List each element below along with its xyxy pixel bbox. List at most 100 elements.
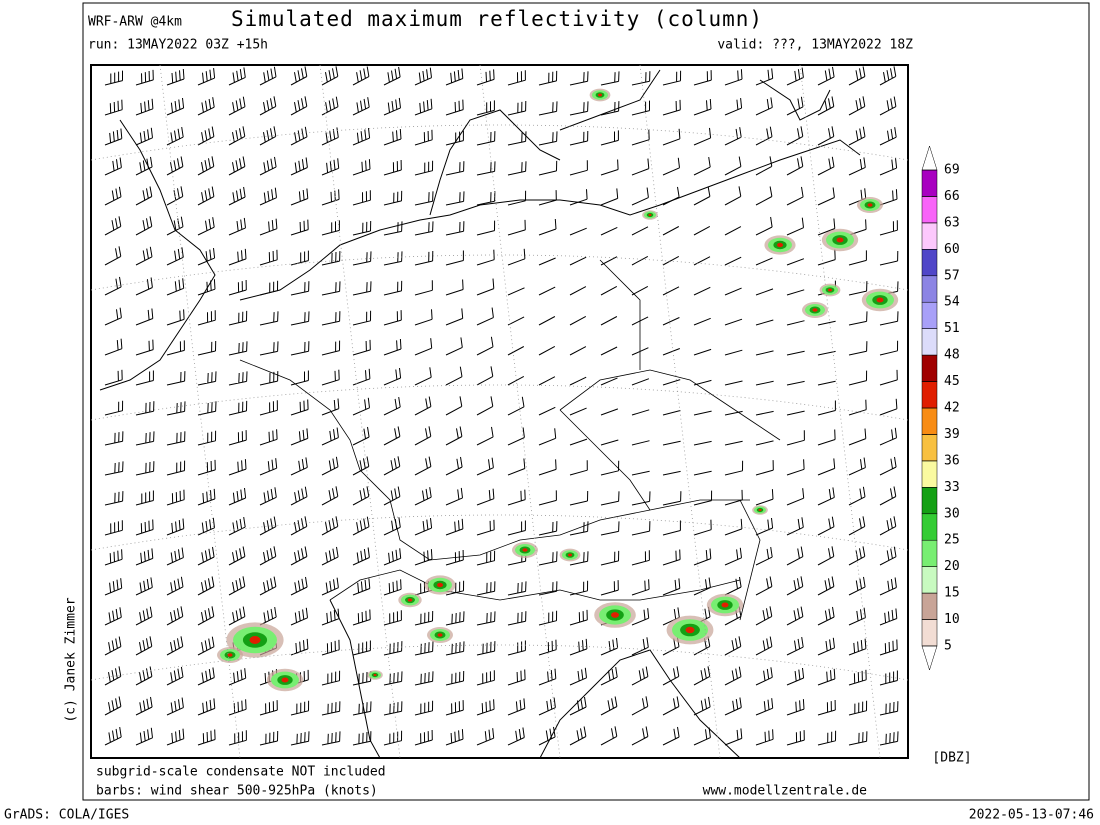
wind-barb <box>290 126 308 146</box>
wind-barb <box>166 68 185 86</box>
wind-barb <box>259 400 278 416</box>
wind-barb <box>166 697 184 716</box>
wind-barb <box>166 127 184 146</box>
wind-barb <box>476 488 495 506</box>
wind-barb <box>631 255 649 266</box>
wind-barb <box>786 320 805 326</box>
wind-barb <box>352 426 370 446</box>
wind-barb <box>755 350 774 356</box>
wind-barb <box>724 697 742 716</box>
wind-barb <box>445 161 465 176</box>
wind-barb <box>445 68 464 86</box>
wind-barb <box>600 71 620 86</box>
wind-barb <box>507 287 525 296</box>
wind-barb <box>786 126 804 146</box>
wind-barb <box>104 666 122 686</box>
wind-barb <box>817 487 835 506</box>
wind-barb <box>755 319 774 326</box>
wind-barb <box>104 369 123 386</box>
wind-barb <box>197 488 216 506</box>
wind-barb <box>321 427 339 446</box>
wind-barb <box>879 577 897 596</box>
wind-barb <box>352 128 371 146</box>
colorbar-swatch <box>921 169 938 197</box>
wind-barb <box>879 398 898 416</box>
wind-barb <box>662 317 680 326</box>
wind-barb <box>879 486 897 506</box>
wind-barb <box>414 610 434 626</box>
wind-barb <box>817 156 835 176</box>
wind-barb <box>104 431 124 446</box>
wind-barb <box>569 286 587 296</box>
wind-barb <box>538 190 557 206</box>
wind-barb <box>662 99 681 116</box>
wind-barb <box>631 470 650 476</box>
wind-barb <box>104 578 123 596</box>
wind-barb <box>476 278 495 296</box>
wind-barb <box>476 457 494 476</box>
colorbar-label: 15 <box>944 586 960 601</box>
wind-barb <box>135 216 153 236</box>
echo <box>867 203 873 207</box>
wind-barb <box>414 367 432 386</box>
wind-barb <box>352 397 370 416</box>
wind-barb <box>104 216 122 236</box>
colorbar-swatch <box>921 619 938 647</box>
wind-barb <box>445 700 464 716</box>
wind-barb <box>197 217 215 236</box>
wind-barb <box>507 698 526 716</box>
wind-barb <box>724 518 743 536</box>
coastlines <box>99 69 861 759</box>
wind-barb <box>879 66 897 86</box>
wind-barb <box>569 609 588 626</box>
wind-barb <box>724 186 742 206</box>
wind-barb <box>507 70 526 86</box>
wind-barb <box>662 255 680 266</box>
wind-barb <box>135 606 153 626</box>
wind-barb <box>600 550 620 566</box>
wind-barb <box>600 346 618 356</box>
wind-barb <box>662 226 680 236</box>
graticule-line <box>639 64 721 759</box>
wind-barb <box>755 460 774 476</box>
echo <box>648 213 652 217</box>
wind-barb <box>631 347 649 356</box>
wind-barb <box>662 128 681 146</box>
wind-barb <box>600 188 619 206</box>
graticule-line <box>479 64 561 759</box>
wind-barb <box>786 186 804 206</box>
wind-barb <box>786 410 805 416</box>
wind-barb <box>352 609 371 626</box>
wind-barb <box>693 696 711 716</box>
wind-barb <box>352 516 370 536</box>
wind-barb <box>321 127 339 146</box>
wind-barb <box>755 729 774 746</box>
wind-barb <box>197 667 215 686</box>
wind-barb <box>631 637 649 656</box>
wind-barb <box>197 340 217 356</box>
wind-barb <box>383 221 403 236</box>
wind-barb <box>569 551 589 566</box>
wind-barb <box>724 666 742 686</box>
wind-barb <box>352 97 370 116</box>
wind-barb <box>414 549 433 566</box>
wind-barb <box>135 519 154 536</box>
wind-barb <box>414 671 434 686</box>
colorbar-label: 25 <box>944 533 960 548</box>
wind-barb <box>228 156 246 176</box>
coastline <box>99 119 216 391</box>
colorbar-label: 20 <box>944 559 960 574</box>
wind-barb <box>321 516 339 536</box>
wind-barb <box>414 67 432 86</box>
wind-barb <box>414 518 433 536</box>
wind-barb <box>755 288 774 296</box>
wind-barb <box>600 491 620 506</box>
wind-barb <box>445 366 463 386</box>
colorbar-swatch <box>921 249 938 277</box>
wind-barb <box>817 187 835 206</box>
wind-barb <box>383 97 401 116</box>
wind-barb <box>259 487 277 506</box>
wind-barb <box>104 520 123 536</box>
wind-barb <box>848 669 867 686</box>
wind-barb <box>507 581 527 596</box>
